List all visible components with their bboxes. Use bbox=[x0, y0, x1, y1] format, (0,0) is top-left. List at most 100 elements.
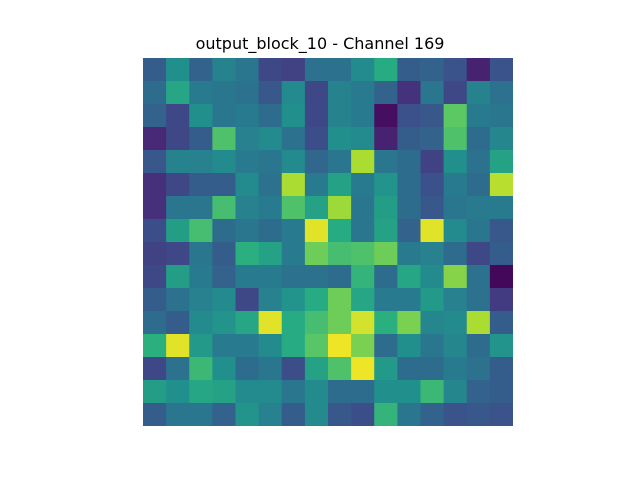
heatmap-cell bbox=[143, 380, 167, 404]
heatmap-cell bbox=[304, 196, 329, 220]
heatmap-cell bbox=[235, 288, 260, 312]
heatmap-cell bbox=[420, 357, 445, 381]
heatmap-cell bbox=[235, 219, 260, 243]
heatmap-cell bbox=[489, 288, 513, 312]
heatmap-cell bbox=[489, 81, 513, 105]
heatmap-cell bbox=[212, 150, 236, 174]
heatmap-cell bbox=[489, 104, 513, 128]
heatmap-cell bbox=[235, 150, 260, 174]
heatmap-cell bbox=[281, 127, 306, 151]
heatmap-cell bbox=[166, 150, 190, 174]
heatmap-cell bbox=[304, 311, 329, 335]
heatmap-cell bbox=[166, 242, 190, 266]
heatmap-cell bbox=[420, 58, 445, 82]
heatmap-cell bbox=[351, 150, 375, 174]
heatmap-cell bbox=[143, 219, 167, 243]
heatmap-cell bbox=[351, 219, 375, 243]
heatmap-cell bbox=[374, 196, 398, 220]
heatmap-cell bbox=[328, 334, 352, 358]
heatmap-cell bbox=[304, 104, 329, 128]
heatmap-cell bbox=[304, 380, 329, 404]
heatmap-cell bbox=[212, 219, 236, 243]
heatmap-cell bbox=[212, 357, 236, 381]
heatmap-cell bbox=[374, 288, 398, 312]
heatmap bbox=[143, 58, 513, 426]
heatmap-cell bbox=[351, 380, 375, 404]
heatmap-cell bbox=[143, 357, 167, 381]
heatmap-cell bbox=[281, 173, 306, 197]
heatmap-cell bbox=[143, 242, 167, 266]
heatmap-cell bbox=[281, 58, 306, 82]
heatmap-cell bbox=[374, 104, 398, 128]
heatmap-cell bbox=[258, 265, 283, 289]
heatmap-cell bbox=[304, 265, 329, 289]
heatmap-cell bbox=[281, 219, 306, 243]
heatmap-cell bbox=[420, 311, 445, 335]
heatmap-cell bbox=[351, 334, 375, 358]
heatmap-cell bbox=[397, 380, 421, 404]
heatmap-cell bbox=[374, 219, 398, 243]
heatmap-cell bbox=[420, 150, 445, 174]
heatmap-cell bbox=[235, 311, 260, 335]
heatmap-cell bbox=[212, 81, 236, 105]
heatmap-cell bbox=[420, 288, 445, 312]
heatmap-cell bbox=[258, 81, 283, 105]
heatmap-cell bbox=[281, 311, 306, 335]
heatmap-cell bbox=[466, 104, 491, 128]
heatmap-cell bbox=[235, 242, 260, 266]
heatmap-cell bbox=[397, 334, 421, 358]
heatmap-cell bbox=[328, 196, 352, 220]
heatmap-cell bbox=[166, 357, 190, 381]
heatmap-cell bbox=[212, 196, 236, 220]
heatmap-cell bbox=[443, 288, 468, 312]
heatmap-cell bbox=[328, 380, 352, 404]
heatmap-cell bbox=[351, 242, 375, 266]
heatmap-cell bbox=[304, 403, 329, 426]
heatmap-cell bbox=[281, 334, 306, 358]
heatmap-cell bbox=[143, 334, 167, 358]
heatmap-cell bbox=[466, 334, 491, 358]
heatmap-cell bbox=[374, 380, 398, 404]
heatmap-cell bbox=[443, 265, 468, 289]
heatmap-cell bbox=[397, 173, 421, 197]
heatmap-cell bbox=[489, 150, 513, 174]
heatmap-cell bbox=[466, 403, 491, 426]
heatmap-cell bbox=[166, 288, 190, 312]
heatmap-cell bbox=[258, 242, 283, 266]
heatmap-cell bbox=[212, 173, 236, 197]
heatmap-cell bbox=[212, 104, 236, 128]
heatmap-cell bbox=[258, 334, 283, 358]
heatmap-cell bbox=[351, 58, 375, 82]
heatmap-cell bbox=[258, 219, 283, 243]
heatmap-cell bbox=[304, 173, 329, 197]
heatmap-cell bbox=[397, 81, 421, 105]
heatmap-cell bbox=[397, 288, 421, 312]
heatmap-cell bbox=[189, 265, 213, 289]
heatmap-cell bbox=[489, 196, 513, 220]
heatmap-cell bbox=[212, 127, 236, 151]
heatmap-cell bbox=[443, 127, 468, 151]
heatmap-cell bbox=[143, 311, 167, 335]
heatmap-cell bbox=[143, 403, 167, 426]
heatmap-cell bbox=[166, 380, 190, 404]
heatmap-cell bbox=[212, 380, 236, 404]
heatmap-cell bbox=[466, 150, 491, 174]
heatmap-cell bbox=[397, 150, 421, 174]
heatmap-cell bbox=[212, 58, 236, 82]
heatmap-cell bbox=[166, 58, 190, 82]
heatmap-cell bbox=[235, 58, 260, 82]
heatmap-cell bbox=[466, 58, 491, 82]
heatmap-cell bbox=[189, 311, 213, 335]
heatmap-cell bbox=[443, 334, 468, 358]
heatmap-cell bbox=[397, 311, 421, 335]
heatmap-cell bbox=[166, 334, 190, 358]
heatmap-cell bbox=[166, 127, 190, 151]
heatmap-cell bbox=[143, 265, 167, 289]
heatmap-cell bbox=[466, 81, 491, 105]
heatmap-cell bbox=[143, 81, 167, 105]
heatmap-cell bbox=[304, 150, 329, 174]
heatmap-cell bbox=[489, 311, 513, 335]
heatmap-cell bbox=[443, 357, 468, 381]
heatmap-cell bbox=[420, 403, 445, 426]
